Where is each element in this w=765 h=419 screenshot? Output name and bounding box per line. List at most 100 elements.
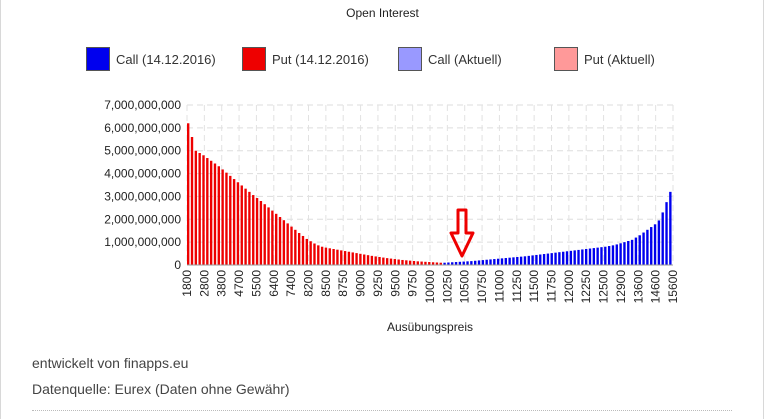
put-bar (374, 256, 377, 265)
put-bar (405, 260, 408, 265)
put-bar (297, 233, 301, 265)
call-bar (493, 259, 496, 265)
call-bar (489, 259, 492, 265)
x-tick-label: 12250 (579, 270, 593, 304)
put-bar (255, 198, 259, 265)
call-bar (470, 261, 473, 265)
legend-swatch-call-aktuell (398, 47, 422, 71)
footer-developer: entwickelt von finapps.eu (32, 355, 189, 371)
put-bar (252, 195, 255, 265)
put-bar (290, 226, 293, 265)
call-bar (569, 250, 573, 265)
put-bar (435, 262, 439, 265)
put-bar (194, 150, 198, 265)
put-bar (240, 185, 243, 265)
call-bar (619, 243, 622, 265)
call-bar (481, 260, 485, 265)
call-bar (650, 227, 653, 265)
put-bar (190, 137, 194, 265)
call-bar (508, 257, 511, 265)
put-bar (385, 258, 389, 265)
put-bar (393, 259, 397, 265)
put-bar (229, 175, 232, 265)
put-bar (412, 261, 416, 265)
put-bar (213, 163, 217, 265)
x-tick-label: 10250 (440, 270, 454, 304)
x-tick-label: 13600 (631, 270, 645, 304)
call-bar (466, 261, 469, 265)
chart-axes: 7,000,000,000 6,000,000,000 5,000,000,000 4… (104, 98, 680, 303)
legend-swatch-put-aktuell (554, 47, 578, 71)
put-bar (347, 251, 351, 265)
chart-bars (187, 123, 672, 266)
put-bar (363, 254, 366, 265)
chart-annotation (449, 208, 475, 258)
y-tick-label: 2,000,000,000 (104, 212, 181, 226)
call-bar (504, 258, 507, 265)
legend-label-put-aktuell: Put (Aktuell) (584, 51, 655, 67)
call-bar (531, 255, 534, 265)
call-bar (615, 244, 618, 265)
put-bar (217, 166, 220, 265)
put-bar (320, 246, 324, 265)
legend-label-call-aktuell: Call (Aktuell) (428, 51, 502, 67)
legend-item-call-aktuell[interactable]: Call (Aktuell) (398, 46, 502, 72)
x-tick-label: 11750 (545, 270, 559, 303)
x-tick-label: 11000 (492, 270, 506, 303)
call-bar (454, 262, 458, 265)
x-tick-label: 4700 (232, 270, 246, 297)
x-tick-label: 6400 (267, 270, 281, 297)
call-bar (600, 247, 603, 265)
x-tick-label: 8750 (336, 270, 350, 297)
call-bar (477, 260, 481, 265)
put-bar (439, 262, 442, 265)
x-tick-label: 1800 (180, 270, 194, 297)
x-tick-label: 2800 (197, 270, 211, 297)
put-bar (294, 229, 297, 265)
put-bar (206, 158, 209, 265)
put-bar (317, 245, 320, 265)
legend-item-put-aktuell[interactable]: Put (Aktuell) (554, 46, 655, 72)
call-bar (519, 256, 523, 265)
x-tick-label: 10500 (458, 270, 472, 304)
call-bar (604, 246, 607, 265)
x-tick-label: 7400 (284, 270, 298, 297)
legend-label-call-1412: Call (14.12.2016) (116, 51, 216, 67)
put-bar (202, 155, 205, 265)
put-bar (271, 210, 274, 265)
page-frame-right (763, 0, 764, 419)
call-bar (443, 262, 446, 265)
call-bar (565, 251, 569, 265)
call-bar (516, 257, 519, 265)
legend-item-call-1412[interactable]: Call (14.12.2016) (86, 46, 216, 72)
put-bar (263, 204, 266, 265)
x-tick-label: 11250 (510, 270, 524, 303)
call-bar (592, 248, 596, 265)
put-bar (301, 235, 305, 265)
chart-title: Open Interest (346, 6, 419, 20)
call-bar (562, 251, 565, 265)
x-tick-label: 14600 (649, 270, 663, 304)
y-tick-label: 3,000,000,000 (104, 189, 181, 203)
put-bar (397, 259, 400, 265)
legend-item-put-1412[interactable]: Put (14.12.2016) (242, 46, 369, 72)
call-bar (554, 252, 557, 265)
put-bar (420, 261, 423, 265)
put-bar (324, 247, 328, 265)
put-bar (305, 238, 309, 265)
footer-source: Datenquelle: Eurex (Daten ohne Gewähr) (32, 381, 290, 397)
x-tick-label: 9500 (388, 270, 402, 297)
legend-label-put-1412: Put (14.12.2016) (272, 51, 369, 67)
call-bar (496, 258, 500, 265)
call-bar (527, 255, 530, 265)
put-bar (225, 172, 228, 265)
call-bar (653, 224, 657, 265)
x-tick-label: 8500 (319, 270, 333, 297)
y-tick-label: 7,000,000,000 (104, 98, 181, 112)
put-bar (336, 249, 339, 265)
call-bar (596, 247, 599, 265)
call-bar (523, 256, 527, 265)
call-bar (607, 246, 611, 265)
put-bar (416, 261, 419, 265)
call-bar (611, 245, 615, 265)
